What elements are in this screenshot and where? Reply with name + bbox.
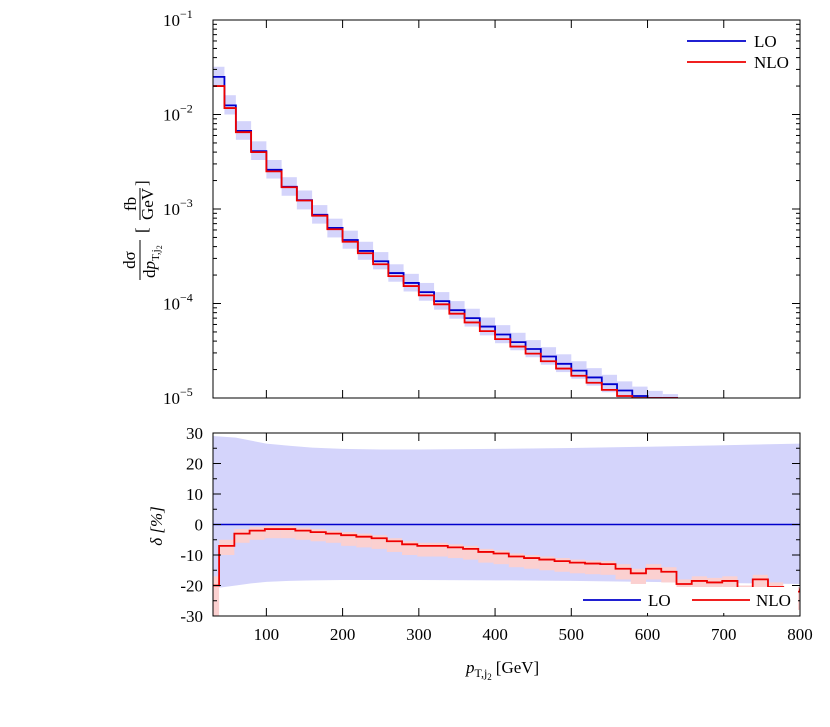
x-tick-label: 700 — [711, 625, 737, 644]
ylabel-numerator: dσ — [120, 251, 139, 269]
main-y-ticks: 10−1 10−2 10−3 10−4 10−5 — [163, 7, 800, 408]
ratio-y-tick-label: 20 — [186, 455, 203, 474]
lo-band-bin — [647, 390, 663, 398]
nlo-ratio-band-bin — [447, 544, 464, 559]
nlo-ratio-band-bin — [325, 530, 342, 543]
nlo-ratio-band-bin — [234, 529, 250, 543]
nlo-ratio-band-bin — [280, 526, 296, 539]
ylabel-bracket-left: [ — [132, 227, 151, 233]
ratio-y-tick-label: 10 — [186, 485, 203, 504]
ratio-y-axis-label: δ [%] — [147, 506, 166, 546]
ratio-legend-nlo-label: NLO — [756, 591, 791, 610]
ratio-y-tick-label: -20 — [180, 577, 203, 596]
ylabel-bracket-right: ] — [132, 180, 151, 186]
legend-nlo-label: NLO — [754, 53, 789, 72]
nlo-ratio-band-bin — [432, 542, 448, 557]
lo-series-line — [213, 75, 679, 398]
ratio-y-tick-label: -30 — [180, 607, 203, 626]
ylabel-unit-den: GeV — [138, 187, 157, 220]
nlo-ratio-band-bin — [417, 542, 433, 557]
y-tick-label: 10−4 — [163, 291, 193, 314]
nlo-ratio-band-bin — [554, 558, 570, 572]
nlo-ratio-band-bin — [478, 548, 494, 563]
nlo-ratio-band-bin — [585, 560, 601, 575]
nlo-ratio-band-bin — [630, 568, 647, 584]
ratio-series-lines — [213, 523, 800, 593]
lo-uncertainty-band — [213, 66, 679, 398]
nlo-ratio-band-bin — [539, 556, 555, 571]
nlo-ratio-band-bin — [600, 561, 616, 575]
main-y-axis-label: dσ dpT,j2 [ fb GeV ] — [120, 180, 164, 280]
x-tick-label: 100 — [254, 625, 280, 644]
ratio-legend: LO NLO — [576, 587, 798, 613]
nlo-ratio-band-bin — [402, 541, 418, 555]
x-tick-label: 500 — [559, 625, 585, 644]
nlo-ratio-band-bin — [371, 535, 387, 549]
x-tick-label: 400 — [482, 625, 508, 644]
x-axis-label: pT,j2 [GeV] — [465, 658, 539, 682]
nlo-ratio-band-bin — [493, 550, 509, 565]
main-x-ticks — [265, 20, 801, 398]
y-tick-label: 10−3 — [163, 196, 193, 219]
x-tick-label: 600 — [635, 625, 661, 644]
main-legend: LO NLO — [687, 32, 789, 72]
lo-band-bin — [632, 386, 648, 398]
nlo-ratio-band-bin — [524, 555, 540, 569]
nlo-ratio-band-bin — [341, 532, 357, 546]
y-tick-label: 10−2 — [163, 102, 193, 125]
nlo-ratio-band-bin — [569, 559, 586, 574]
lo-ratio-band — [213, 436, 800, 589]
nlo-ratio-band-bin — [213, 576, 220, 616]
ylabel-denominator: dpT,j2 — [140, 245, 164, 278]
nlo-ratio-band-bin — [356, 533, 372, 548]
main-series-lines — [213, 75, 679, 398]
ratio-y-ticks: 30 20 10 0 -10 -20 -30 — [180, 424, 800, 626]
y-tick-label: 10−5 — [163, 385, 193, 408]
nlo-ratio-band-bin — [463, 545, 479, 560]
nlo-ratio-band-bin — [615, 564, 631, 580]
ratio-y-tick-label: 30 — [186, 424, 203, 443]
nlo-ratio-line — [213, 528, 800, 593]
main-plot: 10−1 10−2 10−3 10−4 10−5 dσ dpT,j2 [ fb GeV … — [120, 7, 801, 408]
nlo-ratio-band-bin — [386, 538, 403, 552]
x-tick-label: 800 — [787, 625, 813, 644]
lo-band-bin — [662, 394, 679, 398]
ratio-y-tick-label: 0 — [195, 516, 204, 535]
nlo-ratio-band-bin — [661, 567, 677, 583]
ylabel-unit-num: fb — [121, 197, 140, 211]
y-tick-label: 10−1 — [163, 7, 193, 30]
legend-lo-label: LO — [754, 32, 777, 51]
nlo-ratio-band-bin — [646, 564, 662, 580]
nlo-ratio-band-bin — [508, 553, 525, 568]
x-tick-label: 200 — [330, 625, 356, 644]
ratio-x-ticks: 100 200 300 400 500 600 700 800 — [254, 433, 813, 644]
ratio-y-tick-label: -10 — [180, 546, 203, 565]
ratio-legend-lo-label: LO — [648, 591, 671, 610]
nlo-ratio-band-bin — [249, 526, 265, 540]
nlo-series-line — [213, 85, 679, 398]
nlo-ratio-band-bin — [264, 526, 281, 539]
nlo-ratio-band-bin — [310, 529, 326, 542]
nlo-ratio-band-bin — [219, 539, 235, 555]
nlo-ratio-band-bin — [295, 527, 311, 540]
x-tick-label: 300 — [406, 625, 432, 644]
